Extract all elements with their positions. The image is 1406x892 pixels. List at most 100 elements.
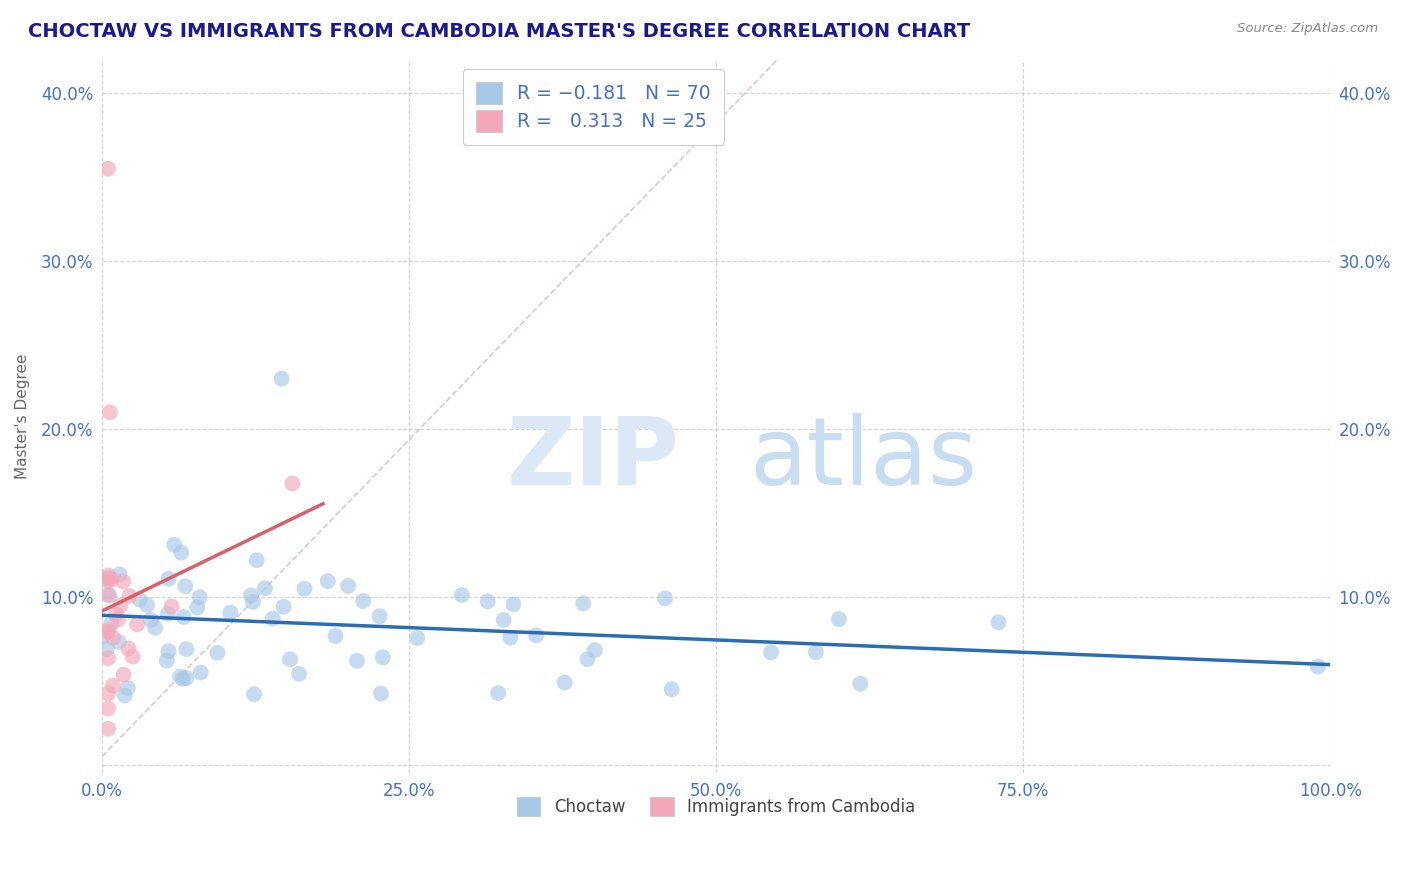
Point (176, 642, 198, 657)
Point (118, 589, 141, 603)
Point (156, 653, 179, 667)
Point (98, 589, 121, 603)
Point (105, 607, 128, 622)
Point (572, 596, 595, 610)
Point (219, 606, 242, 620)
Point (108, 567, 131, 582)
Point (486, 686, 509, 700)
Point (173, 610, 195, 624)
Point (661, 682, 683, 697)
Point (240, 588, 263, 602)
Point (281, 476, 304, 491)
Text: Source: ZipAtlas.com: Source: ZipAtlas.com (1237, 22, 1378, 36)
Point (163, 538, 186, 552)
Point (325, 629, 347, 643)
Point (492, 613, 515, 627)
Point (97, 687, 120, 701)
Legend: Choctaw, Immigrants from Cambodia: Choctaw, Immigrants from Cambodia (508, 787, 925, 826)
Point (170, 545, 193, 559)
Point (759, 645, 782, 659)
Point (117, 641, 139, 656)
Point (97, 651, 120, 665)
Point (98, 405, 121, 419)
Point (121, 649, 143, 664)
Point (346, 654, 368, 668)
Point (112, 667, 135, 681)
Point (93, 572, 115, 586)
Point (828, 612, 851, 626)
Point (524, 628, 547, 642)
Point (97, 571, 120, 585)
Point (160, 599, 183, 614)
Point (97, 161, 120, 176)
Point (128, 592, 150, 607)
Text: CHOCTAW VS IMMIGRANTS FROM CAMBODIA MASTER'S DEGREE CORRELATION CHART: CHOCTAW VS IMMIGRANTS FROM CAMBODIA MAST… (28, 22, 970, 41)
Point (156, 607, 179, 621)
Point (157, 572, 180, 586)
Point (188, 591, 211, 605)
Point (849, 677, 872, 691)
Point (242, 595, 264, 609)
Point (101, 679, 124, 693)
Point (316, 574, 339, 588)
Point (804, 645, 827, 659)
Point (97, 722, 120, 736)
Point (174, 579, 197, 593)
Point (174, 671, 197, 685)
Point (139, 613, 162, 627)
Point (554, 675, 576, 690)
Point (352, 594, 374, 608)
Text: atlas: atlas (749, 413, 977, 506)
Point (97, 588, 120, 602)
Point (246, 553, 269, 567)
Point (97, 624, 120, 638)
Point (253, 582, 276, 596)
Point (371, 650, 394, 665)
Point (262, 612, 284, 626)
Point (117, 681, 139, 696)
Point (127, 617, 149, 632)
Point (97, 624, 120, 639)
Point (96, 641, 118, 656)
Point (502, 597, 524, 611)
Point (243, 687, 266, 701)
Point (576, 652, 599, 666)
Point (207, 646, 229, 660)
Point (368, 609, 391, 624)
Point (169, 670, 191, 684)
Point (91, 630, 114, 644)
Point (100, 572, 122, 586)
Point (450, 588, 472, 602)
Point (97, 568, 120, 582)
Point (370, 687, 392, 701)
Point (273, 599, 295, 614)
Point (337, 579, 360, 593)
Point (157, 644, 180, 658)
Point (654, 591, 676, 606)
Point (97, 701, 120, 715)
Point (101, 631, 124, 645)
Point (1306, 659, 1329, 673)
Point (172, 672, 194, 686)
Point (136, 598, 159, 612)
Point (294, 582, 316, 596)
Point (190, 665, 212, 680)
Point (477, 594, 499, 608)
Y-axis label: Master's Degree: Master's Degree (15, 354, 30, 479)
Point (143, 621, 166, 635)
Text: ZIP: ZIP (506, 413, 679, 506)
Point (108, 635, 131, 649)
Point (583, 643, 606, 657)
Point (406, 631, 429, 645)
Point (114, 689, 136, 703)
Point (110, 599, 132, 613)
Point (112, 574, 135, 589)
Point (107, 613, 129, 627)
Point (270, 372, 292, 386)
Point (987, 615, 1010, 630)
Point (288, 666, 311, 681)
Point (499, 631, 522, 645)
Point (186, 600, 208, 615)
Point (278, 652, 301, 666)
Point (97, 574, 120, 588)
